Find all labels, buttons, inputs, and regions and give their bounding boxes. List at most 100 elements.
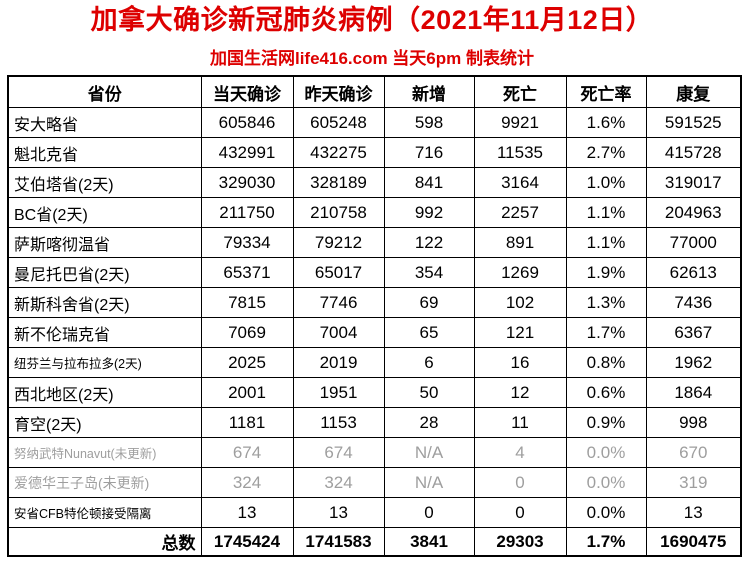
cell-yesterday: 1741583 bbox=[292, 527, 385, 557]
cell-today: 1181 bbox=[200, 407, 294, 439]
column-header-2: 昨天确诊 bbox=[292, 75, 385, 109]
cell-province: 安大略省 bbox=[7, 107, 202, 139]
cell-yesterday: 1951 bbox=[292, 377, 385, 409]
cell-death-rate: 0.8% bbox=[565, 347, 647, 379]
cell-yesterday: 328189 bbox=[292, 167, 385, 199]
table-row: 艾伯塔省(2天) 329030 328189 841 3164 1.0% 319017 bbox=[7, 167, 742, 199]
table-row: 安省CFB特伦顿接受隔离 13 13 0 0 0.0% 13 bbox=[7, 497, 742, 529]
cell-new-cases: 992 bbox=[383, 197, 475, 229]
cell-death-rate: 0.0% bbox=[565, 467, 647, 499]
table-row: 曼尼托巴省(2天) 65371 65017 354 1269 1.9% 62613 bbox=[7, 257, 742, 289]
covid-cases-table: 省份 当天确诊 昨天确诊 新增 死亡 死亡率 康复 安大略省 605846 605248 598 9… bbox=[7, 75, 742, 558]
cell-new-cases: 65 bbox=[383, 317, 475, 349]
page-subtitle: 加国生活网life416.com 当天6pm 制表统计 bbox=[209, 49, 534, 69]
cell-death-rate: 1.1% bbox=[565, 227, 647, 259]
cell-death-rate: 0.0% bbox=[565, 437, 647, 469]
cell-death-rate: 1.0% bbox=[565, 167, 647, 199]
cell-today: 65371 bbox=[200, 257, 294, 289]
cell-deaths: 0 bbox=[473, 467, 567, 499]
cell-province: 新不伦瑞克省 bbox=[7, 317, 202, 349]
cell-recovered: 591525 bbox=[645, 107, 742, 139]
table-row: 新不伦瑞克省 7069 7004 65 121 1.7% 6367 bbox=[7, 317, 742, 349]
cell-recovered: 62613 bbox=[645, 257, 742, 289]
cell-today: 7069 bbox=[200, 317, 294, 349]
cell-new-cases: 28 bbox=[383, 407, 475, 439]
cell-deaths: 16 bbox=[473, 347, 567, 379]
cell-recovered: 1864 bbox=[645, 377, 742, 409]
cell-province: 纽芬兰与拉布拉多(2天) bbox=[7, 347, 202, 379]
cell-recovered: 6367 bbox=[645, 317, 742, 349]
table-row: BC省(2天) 211750 210758 992 2257 1.1% 204963 bbox=[7, 197, 742, 229]
table-row: 育空(2天) 1181 1153 28 11 0.9% 998 bbox=[7, 407, 742, 439]
cell-deaths: 3164 bbox=[473, 167, 567, 199]
cell-deaths: 891 bbox=[473, 227, 567, 259]
cell-deaths: 102 bbox=[473, 287, 567, 319]
cell-new-cases: 3841 bbox=[383, 527, 475, 557]
cell-death-rate: 0.6% bbox=[565, 377, 647, 409]
cell-yesterday: 674 bbox=[292, 437, 385, 469]
cell-recovered: 319 bbox=[645, 467, 742, 499]
cell-deaths: 1269 bbox=[473, 257, 567, 289]
table-row: 魁北克省 432991 432275 716 11535 2.7% 415728 bbox=[7, 137, 742, 169]
cell-new-cases: 122 bbox=[383, 227, 475, 259]
cell-yesterday: 1153 bbox=[292, 407, 385, 439]
cell-today: 2025 bbox=[200, 347, 294, 379]
cell-province: 魁北克省 bbox=[7, 137, 202, 169]
cell-death-rate: 1.7% bbox=[565, 527, 647, 557]
cell-new-cases: 354 bbox=[383, 257, 475, 289]
cell-recovered: 1690475 bbox=[645, 527, 742, 557]
cell-new-cases: N/A bbox=[383, 437, 475, 469]
table-row: 西北地区(2天) 2001 1951 50 12 0.6% 1864 bbox=[7, 377, 742, 409]
cell-new-cases: 50 bbox=[383, 377, 475, 409]
cell-yesterday: 7746 bbox=[292, 287, 385, 319]
cell-death-rate: 0.9% bbox=[565, 407, 647, 439]
page-title: 加拿大确诊新冠肺炎病例（2021年11月12日） bbox=[90, 5, 654, 35]
table-row: 爱德华王子岛(未更新) 324 324 N/A 0 0.0% 319 bbox=[7, 467, 742, 499]
cell-yesterday: 210758 bbox=[292, 197, 385, 229]
column-header-5: 死亡率 bbox=[565, 75, 647, 109]
cell-province: 曼尼托巴省(2天) bbox=[7, 257, 202, 289]
cell-yesterday: 79212 bbox=[292, 227, 385, 259]
cell-death-rate: 2.7% bbox=[565, 137, 647, 169]
cell-province: BC省(2天) bbox=[7, 197, 202, 229]
column-header-4: 死亡 bbox=[473, 75, 567, 109]
cell-province: 育空(2天) bbox=[7, 407, 202, 439]
cell-death-rate: 1.3% bbox=[565, 287, 647, 319]
column-header-1: 当天确诊 bbox=[200, 75, 294, 109]
table-row: 努纳武特Nunavut(未更新) 674 674 N/A 4 0.0% 670 bbox=[7, 437, 742, 469]
cell-recovered: 998 bbox=[645, 407, 742, 439]
cell-new-cases: 598 bbox=[383, 107, 475, 139]
cell-province: 萨斯喀彻温省 bbox=[7, 227, 202, 259]
table-row: 安大略省 605846 605248 598 9921 1.6% 591525 bbox=[7, 107, 742, 139]
cell-death-rate: 1.6% bbox=[565, 107, 647, 139]
cell-today: 13 bbox=[200, 497, 294, 529]
cell-yesterday: 65017 bbox=[292, 257, 385, 289]
cell-yesterday: 13 bbox=[292, 497, 385, 529]
cell-recovered: 415728 bbox=[645, 137, 742, 169]
cell-new-cases: 841 bbox=[383, 167, 475, 199]
cell-recovered: 204963 bbox=[645, 197, 742, 229]
cell-deaths: 9921 bbox=[473, 107, 567, 139]
cell-yesterday: 7004 bbox=[292, 317, 385, 349]
cell-recovered: 670 bbox=[645, 437, 742, 469]
cell-today: 432991 bbox=[200, 137, 294, 169]
column-header-3: 新增 bbox=[383, 75, 475, 109]
table-row: 纽芬兰与拉布拉多(2天) 2025 2019 6 16 0.8% 1962 bbox=[7, 347, 742, 379]
cell-deaths: 2257 bbox=[473, 197, 567, 229]
cell-today: 79334 bbox=[200, 227, 294, 259]
cell-today: 674 bbox=[200, 437, 294, 469]
header-row: 省份 当天确诊 昨天确诊 新增 死亡 死亡率 康复 bbox=[7, 75, 742, 109]
cell-recovered: 319017 bbox=[645, 167, 742, 199]
cell-today: 7815 bbox=[200, 287, 294, 319]
cell-deaths: 11 bbox=[473, 407, 567, 439]
cell-yesterday: 432275 bbox=[292, 137, 385, 169]
cell-yesterday: 324 bbox=[292, 467, 385, 499]
cell-deaths: 0 bbox=[473, 497, 567, 529]
cell-new-cases: 69 bbox=[383, 287, 475, 319]
column-header-0: 省份 bbox=[7, 75, 202, 109]
cell-today: 2001 bbox=[200, 377, 294, 409]
cell-death-rate: 1.1% bbox=[565, 197, 647, 229]
cell-province: 新斯科舍省(2天) bbox=[7, 287, 202, 319]
cell-today: 605846 bbox=[200, 107, 294, 139]
